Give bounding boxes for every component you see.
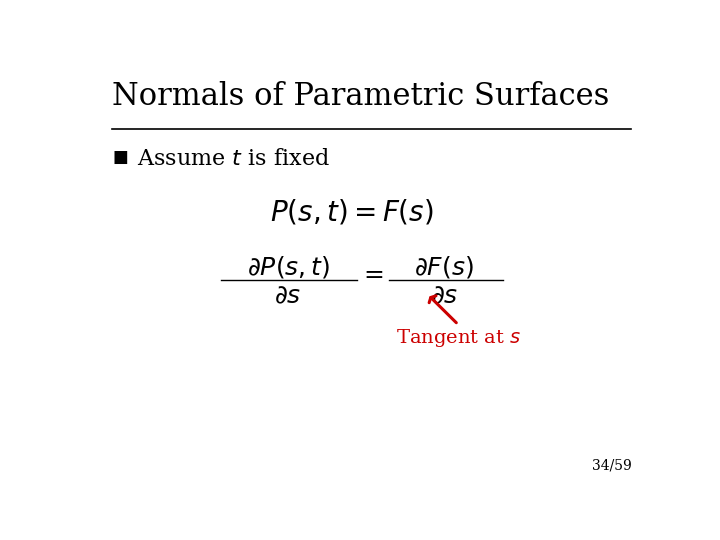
Text: $\partial s$: $\partial s$ [274, 285, 302, 308]
Text: ■: ■ [112, 148, 128, 166]
Text: $P(s,t) = F(s)$: $P(s,t) = F(s)$ [271, 198, 434, 227]
Text: Normals of Parametric Surfaces: Normals of Parametric Surfaces [112, 82, 610, 112]
Text: Tangent at $s$: Tangent at $s$ [396, 327, 521, 349]
Text: 34/59: 34/59 [592, 458, 631, 472]
Text: $\partial F(s)$: $\partial F(s)$ [415, 254, 474, 280]
Text: $=$: $=$ [359, 261, 384, 285]
Text: $\partial s$: $\partial s$ [431, 285, 458, 308]
Text: $\partial P(s,t)$: $\partial P(s,t)$ [246, 254, 330, 280]
Text: Assume $t$ is fixed: Assume $t$ is fixed [138, 148, 330, 170]
